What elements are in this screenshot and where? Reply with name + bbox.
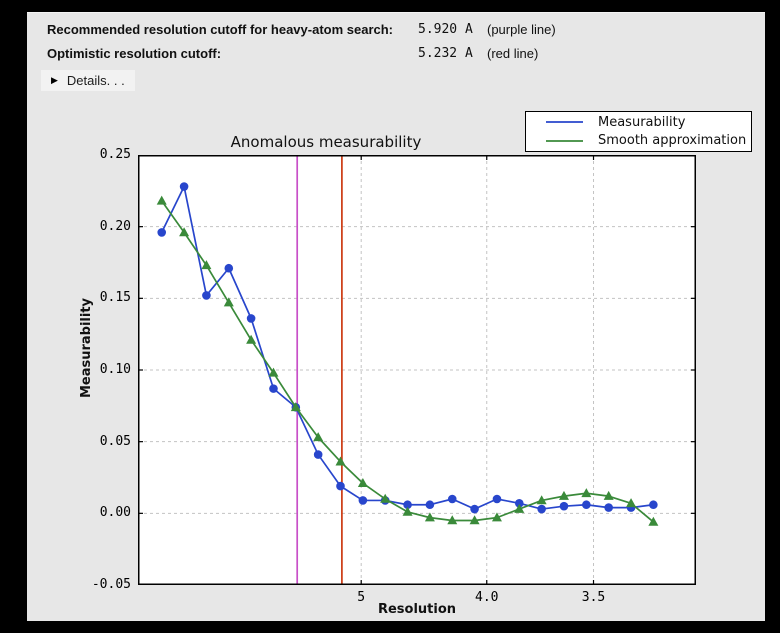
data-point [469, 515, 480, 525]
data-point [447, 494, 457, 504]
y-tick-label: 0.10 [99, 362, 131, 377]
legend-label-smooth-approximation: Smooth approximation [598, 133, 747, 149]
data-point [268, 367, 279, 377]
data-point [558, 490, 569, 500]
y-tick-label: 0.25 [99, 147, 131, 162]
data-point [224, 263, 234, 273]
x-tick-label: 3.5 [581, 590, 606, 605]
disclosure-triangle-icon: ▶ [51, 75, 58, 85]
data-point [156, 195, 167, 205]
recommended-cutoff-note: (purple line) [487, 22, 556, 37]
data-point [626, 498, 637, 508]
optimistic-cutoff-label: Optimistic resolution cutoff: [47, 46, 222, 61]
data-point [313, 450, 323, 459]
data-point [536, 495, 547, 505]
data-point [425, 500, 435, 510]
data-point [537, 504, 546, 514]
data-point [559, 501, 569, 511]
data-point [581, 488, 592, 498]
legend-label-measurability: Measurability [598, 114, 686, 130]
data-point [582, 500, 591, 510]
data-point [157, 228, 167, 237]
data-point [201, 260, 212, 270]
data-point [491, 512, 502, 522]
y-tick-label: 0.00 [99, 505, 131, 521]
x-tick-label: 5 [357, 590, 366, 605]
data-point [603, 490, 614, 500]
recommended-cutoff-value: 5.920 A [418, 22, 473, 37]
y-tick-label: 0.05 [99, 433, 131, 449]
data-point [202, 291, 211, 300]
x-axis-label: Resolution [377, 602, 457, 617]
data-point [223, 297, 234, 307]
data-point [447, 515, 458, 525]
data-point [357, 478, 368, 488]
details-toggle[interactable]: ▶ Details. . . [41, 70, 135, 91]
data-point [246, 334, 257, 344]
data-point [424, 512, 435, 522]
smooth-approximation-series [156, 195, 659, 526]
data-point [514, 503, 525, 513]
data-point [335, 456, 346, 466]
recommended-cutoff-row: Recommended resolution cutoff for heavy-… [27, 22, 765, 38]
data-point [290, 402, 301, 412]
details-label: Details. . . [66, 73, 125, 88]
y-tick-label: 0.15 [99, 290, 131, 306]
chart-title: Anomalous measurability [230, 133, 422, 151]
plot-area [138, 154, 696, 586]
legend-entry-measurability: Measurability [526, 114, 751, 131]
data-point [313, 432, 324, 442]
legend-line-smooth-approximation [546, 139, 583, 142]
data-point [179, 227, 190, 237]
x-tick-label: 4.0 [475, 590, 499, 605]
optimistic-cutoff-note: (red line) [487, 46, 539, 61]
data-point [604, 503, 613, 512]
plot-canvas [138, 154, 696, 586]
y-axis-label: Measurability [79, 297, 94, 399]
data-point [380, 493, 391, 503]
data-point [470, 504, 479, 514]
data-point [179, 182, 189, 191]
optimistic-cutoff-value: 5.232 A [418, 46, 473, 61]
results-panel: Recommended resolution cutoff for heavy-… [27, 12, 765, 621]
plot-border [138, 155, 696, 585]
chart-legend: Measurability Smooth approximation [525, 111, 752, 152]
recommended-cutoff-label: Recommended resolution cutoff for heavy-… [47, 22, 394, 37]
data-point [358, 496, 368, 505]
data-point [648, 516, 659, 526]
y-tick-label: 0.20 [99, 218, 131, 234]
data-point [403, 500, 412, 510]
y-tick-label: -0.05 [91, 577, 131, 592]
data-point [649, 500, 658, 510]
legend-entry-smooth-approximation: Smooth approximation [526, 132, 751, 149]
optimistic-cutoff-row: Optimistic resolution cutoff: 5.232 A (r… [27, 46, 765, 62]
data-point [336, 481, 345, 491]
data-point [514, 499, 524, 508]
legend-line-measurability [546, 121, 583, 124]
data-point [402, 506, 413, 516]
data-point [269, 384, 278, 393]
data-point [492, 494, 502, 504]
data-point [246, 314, 256, 323]
